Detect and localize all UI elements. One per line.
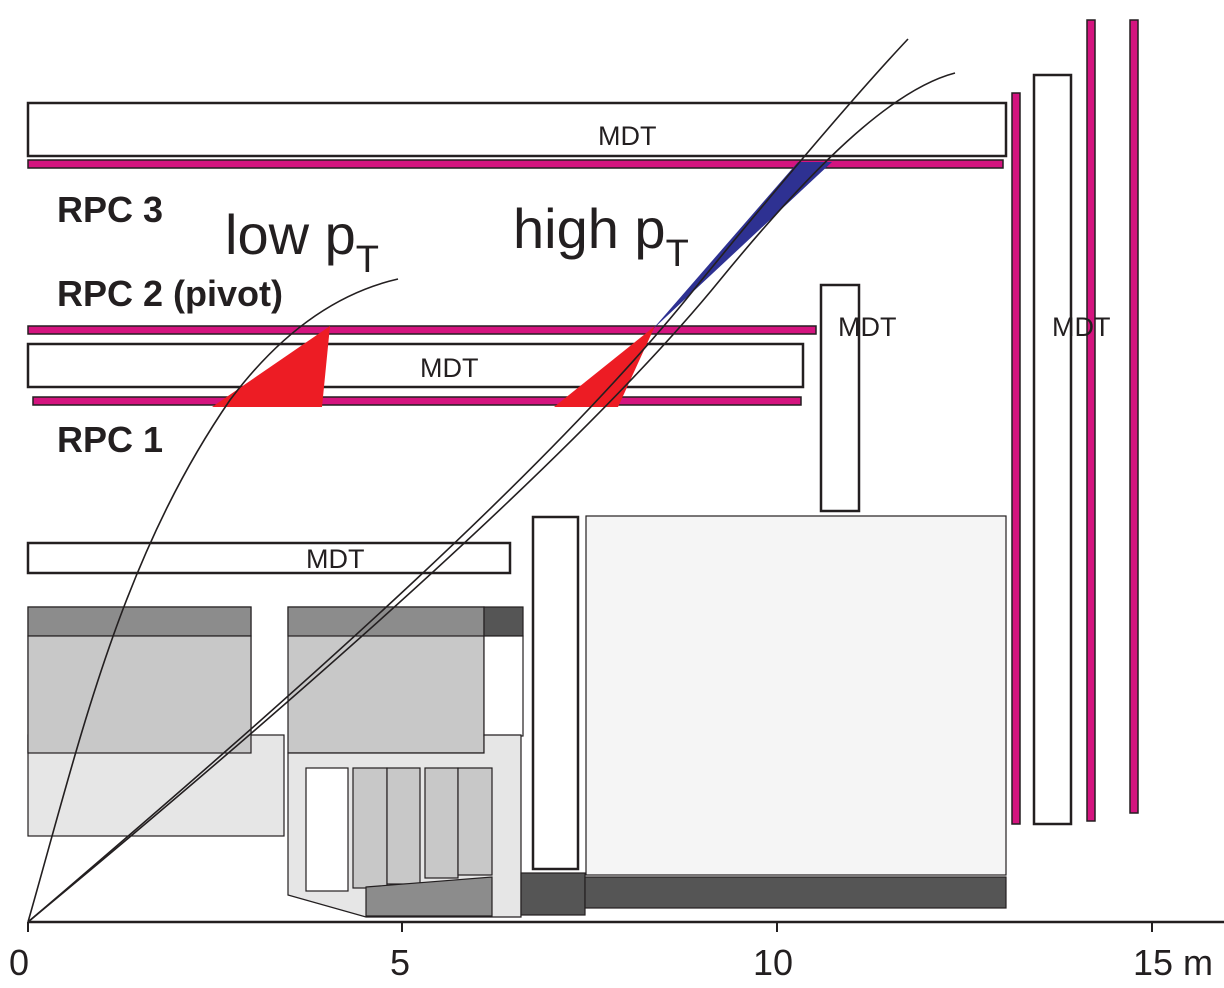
coincidence-cones [212, 162, 832, 407]
rpc2-label: RPC 2 (pivot) [57, 273, 283, 314]
mdt-labels: MDT MDT MDT MDT MDT [306, 121, 1110, 574]
block-left-upper-overlay [27, 635, 252, 754]
high-pt-low-cone [554, 326, 655, 407]
mdt-endcap-inner-wall [531, 515, 580, 871]
endcap-cell-2 [352, 767, 388, 889]
distance-axis: 0 5 10 15 m [9, 920, 1224, 983]
mdt-chambers [26, 73, 1073, 871]
endcap-base [365, 876, 493, 917]
rpc2-plane [27, 325, 817, 335]
low-pt-subscript: T [356, 239, 379, 281]
track-high-pt-b [27, 72, 956, 923]
endcap-cell-4 [424, 767, 459, 879]
high-pt-subscript: T [666, 233, 689, 275]
rpc3-label: RPC 3 [57, 189, 163, 230]
low-pt-label: low pT [225, 203, 379, 281]
track-high-pt-a [27, 38, 909, 923]
endcap-toroid [585, 515, 1007, 876]
inner-detector-blocks [27, 515, 1007, 918]
rpc-labels: RPC 3 RPC 2 (pivot) RPC 1 [57, 189, 283, 460]
mdt-label-middle: MDT [420, 353, 478, 383]
rpc1-plane [32, 396, 802, 406]
block-mid-upper-cap [287, 606, 485, 637]
mdt-barrel-inner [26, 541, 512, 575]
high-pt-text: high p [513, 197, 666, 260]
muon-tracks [27, 38, 956, 923]
endcap-cell-3 [386, 767, 421, 885]
mdt-label-inner: MDT [306, 544, 364, 574]
block-left-upper-cap [27, 606, 252, 637]
rpc1-label: RPC 1 [57, 419, 163, 460]
endcap-trigger-plane-2 [1086, 19, 1096, 822]
mdt-label-endcap-small: MDT [838, 312, 896, 342]
pt-labels: low pT high pT [225, 197, 689, 281]
track-low-pt [27, 278, 399, 923]
high-pt-label: high pT [513, 197, 689, 275]
mdt-endcap-small [819, 283, 861, 513]
shield-dark-left [520, 872, 586, 916]
mdt-barrel-middle [26, 342, 805, 389]
mdt-endcap-big [1032, 73, 1073, 826]
axis-label-15: 15 m [1133, 942, 1213, 983]
axis-label-10: 10 [753, 942, 793, 983]
rpc3-plane [27, 159, 1004, 169]
endcap-trigger-plane-1 [1011, 92, 1021, 825]
endcap-cell-1 [305, 767, 349, 892]
mdt-barrel-outer [26, 101, 1008, 158]
mdt-label-outer: MDT [598, 121, 656, 151]
axis-label-5: 5 [390, 942, 410, 983]
high-pt-cone [652, 162, 832, 330]
block-mid-white-strip [483, 635, 524, 737]
low-pt-cone [212, 326, 330, 407]
block-mid-dark-corner [483, 606, 524, 637]
rpc-planes [27, 19, 1139, 825]
shield-dark-right [584, 876, 1007, 909]
mdt-label-endcap-big: MDT [1052, 312, 1110, 342]
axis-label-0: 0 [9, 942, 29, 983]
endcap-cell-5 [457, 767, 493, 876]
low-pt-text: low p [225, 203, 356, 266]
endcap-trigger-plane-3 [1129, 19, 1139, 814]
